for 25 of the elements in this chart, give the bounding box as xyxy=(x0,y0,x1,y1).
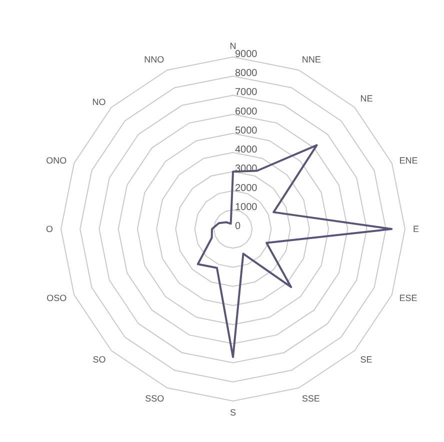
y-tick-label: 0 xyxy=(235,221,241,232)
y-tick-label: 4000 xyxy=(235,144,258,156)
spoke-label: ESE xyxy=(399,293,418,304)
spoke-label: NO xyxy=(92,96,106,107)
spoke-label: SSE xyxy=(302,394,320,404)
y-tick-label: 6000 xyxy=(235,106,258,118)
spoke-label: SE xyxy=(360,354,372,365)
y-tick-label: 8000 xyxy=(235,68,258,80)
spoke-label: NE xyxy=(360,94,373,104)
spoke-label: SSO xyxy=(145,394,164,404)
y-tick-label: 9000 xyxy=(235,49,258,60)
y-tick-label: 2000 xyxy=(235,182,258,194)
spoke-label: NNE xyxy=(302,54,321,65)
spoke-label: S xyxy=(230,407,236,418)
y-tick-label: 5000 xyxy=(235,125,258,136)
spoke-label: OSO xyxy=(46,293,67,304)
spoke-label: N xyxy=(230,41,236,51)
spoke-label: ONO xyxy=(46,155,67,166)
spoke-label: NNO xyxy=(144,54,164,65)
y-tick-label: 7000 xyxy=(235,87,258,98)
y-tick-label: 1000 xyxy=(235,202,258,213)
spoke-label: SO xyxy=(92,354,106,365)
spoke-label: O xyxy=(46,224,53,234)
spoke-label: ENE xyxy=(399,155,418,166)
spoke-label: E xyxy=(413,224,420,234)
